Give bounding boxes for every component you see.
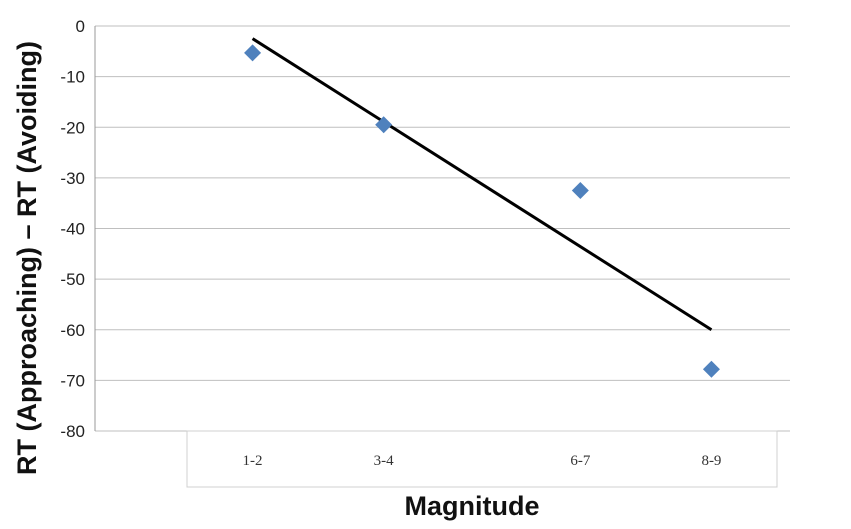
y-tick-label: 0 — [76, 17, 85, 36]
category-axis-box — [186, 430, 778, 488]
x-tick-label: 8-9 — [701, 453, 721, 469]
x-tick-label: 3-4 — [374, 453, 394, 469]
y-tick-label: -70 — [60, 371, 85, 390]
x-tick-labels: 1-2 3-4 6-7 8-9 — [243, 453, 722, 469]
data-point — [244, 44, 262, 62]
trendline — [251, 37, 713, 332]
x-tick-label: 6-7 — [570, 453, 590, 469]
category-box — [186, 430, 778, 488]
y-tick-label: -20 — [60, 118, 85, 137]
data-point — [702, 360, 720, 378]
y-tick-label: -80 — [60, 422, 85, 441]
data-point — [571, 182, 589, 200]
y-tick-label: -40 — [60, 220, 85, 239]
x-tick-label: 1-2 — [243, 453, 263, 469]
data-points — [244, 44, 720, 378]
gridlines — [95, 25, 790, 432]
y-axis-title: RT (Approaching) – RT (Avoiding) — [12, 41, 42, 475]
y-tick-label: -60 — [60, 321, 85, 340]
y-tick-label: -30 — [60, 169, 85, 188]
data-point — [375, 116, 393, 134]
y-tick-label: -10 — [60, 68, 85, 87]
x-axis-title: Magnitude — [405, 491, 540, 521]
y-tick-label: -50 — [60, 270, 85, 289]
y-tick-labels: 0 -10 -20 -30 -40 -50 -60 -70 -80 — [60, 17, 85, 441]
